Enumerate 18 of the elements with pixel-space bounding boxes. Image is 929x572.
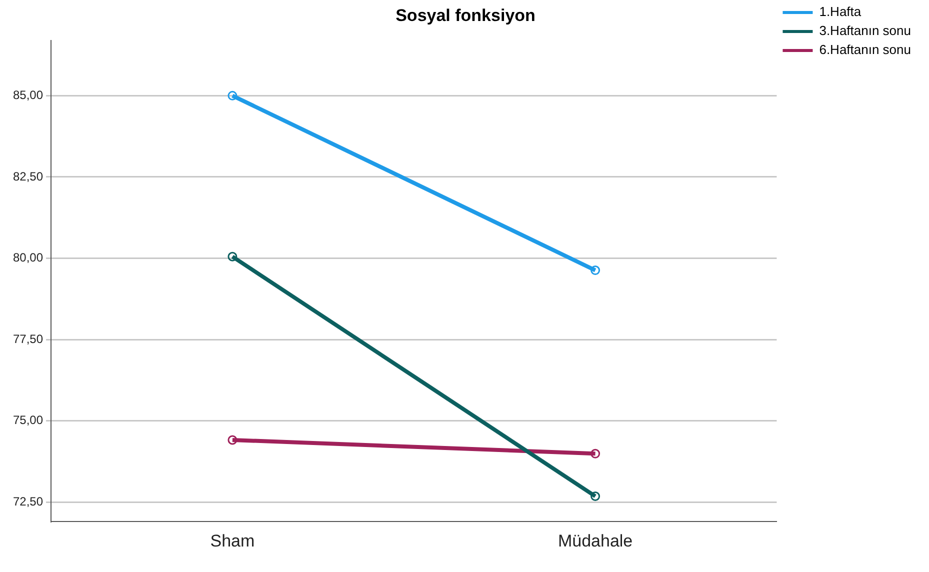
chart-title: Sosyal fonksiyon bbox=[396, 6, 536, 25]
point bbox=[590, 491, 600, 501]
legend-label: 1.Hafta bbox=[819, 4, 862, 20]
y-tick-label: 85,00 bbox=[13, 88, 44, 102]
point bbox=[228, 435, 238, 445]
x-tick-label: Sham bbox=[210, 531, 255, 550]
point bbox=[590, 266, 600, 276]
y-tick-label: 82,50 bbox=[13, 169, 44, 184]
x-tick-label: Müdahale bbox=[558, 531, 633, 550]
y-tick-label: 77,50 bbox=[13, 332, 44, 346]
legend-label: 3.Haftanın sonu bbox=[819, 23, 912, 38]
legend-label: 6.Haftanın sonu bbox=[819, 42, 912, 58]
point bbox=[228, 252, 238, 262]
y-tick-label: 75,00 bbox=[13, 413, 44, 428]
y-tick-label: 80,00 bbox=[13, 250, 44, 265]
y-tick-label: 72,50 bbox=[13, 494, 44, 508]
point bbox=[228, 90, 238, 100]
point bbox=[590, 448, 600, 458]
